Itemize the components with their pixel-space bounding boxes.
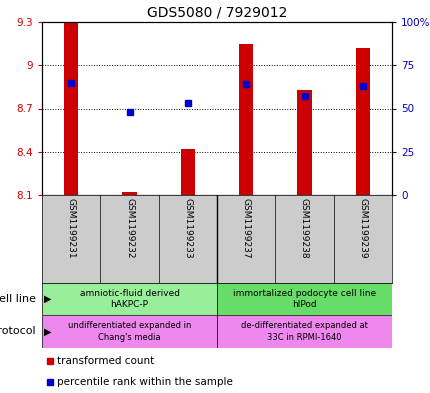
Text: amniotic-fluid derived
hAKPC-P: amniotic-fluid derived hAKPC-P (79, 289, 179, 309)
Text: GSM1199232: GSM1199232 (125, 198, 134, 258)
Text: transformed count: transformed count (57, 356, 154, 365)
Bar (180, 149, 195, 195)
Text: ▶: ▶ (44, 327, 52, 336)
Bar (297, 90, 311, 195)
Text: undifferentiated expanded in
Chang's media: undifferentiated expanded in Chang's med… (68, 321, 191, 342)
Bar (355, 48, 369, 195)
Text: GSM1199233: GSM1199233 (183, 198, 192, 258)
Bar (238, 44, 253, 195)
Bar (42, 315, 216, 348)
Text: cell line: cell line (0, 294, 35, 304)
Text: GSM1199239: GSM1199239 (357, 198, 366, 258)
Title: GDS5080 / 7929012: GDS5080 / 7929012 (147, 6, 286, 19)
Bar (216, 283, 391, 315)
Text: immortalized podocyte cell line
hIPod: immortalized podocyte cell line hIPod (232, 289, 375, 309)
Text: GSM1199238: GSM1199238 (299, 198, 308, 258)
Bar (122, 192, 136, 195)
Text: ▶: ▶ (44, 294, 52, 304)
Text: GSM1199237: GSM1199237 (241, 198, 250, 258)
Text: growth protocol: growth protocol (0, 327, 35, 336)
Bar (42, 283, 216, 315)
Text: percentile rank within the sample: percentile rank within the sample (57, 377, 232, 387)
Bar (216, 315, 391, 348)
Bar (64, 22, 78, 195)
Text: GSM1199231: GSM1199231 (67, 198, 76, 258)
Text: de-differentiated expanded at
33C in RPMI-1640: de-differentiated expanded at 33C in RPM… (240, 321, 367, 342)
